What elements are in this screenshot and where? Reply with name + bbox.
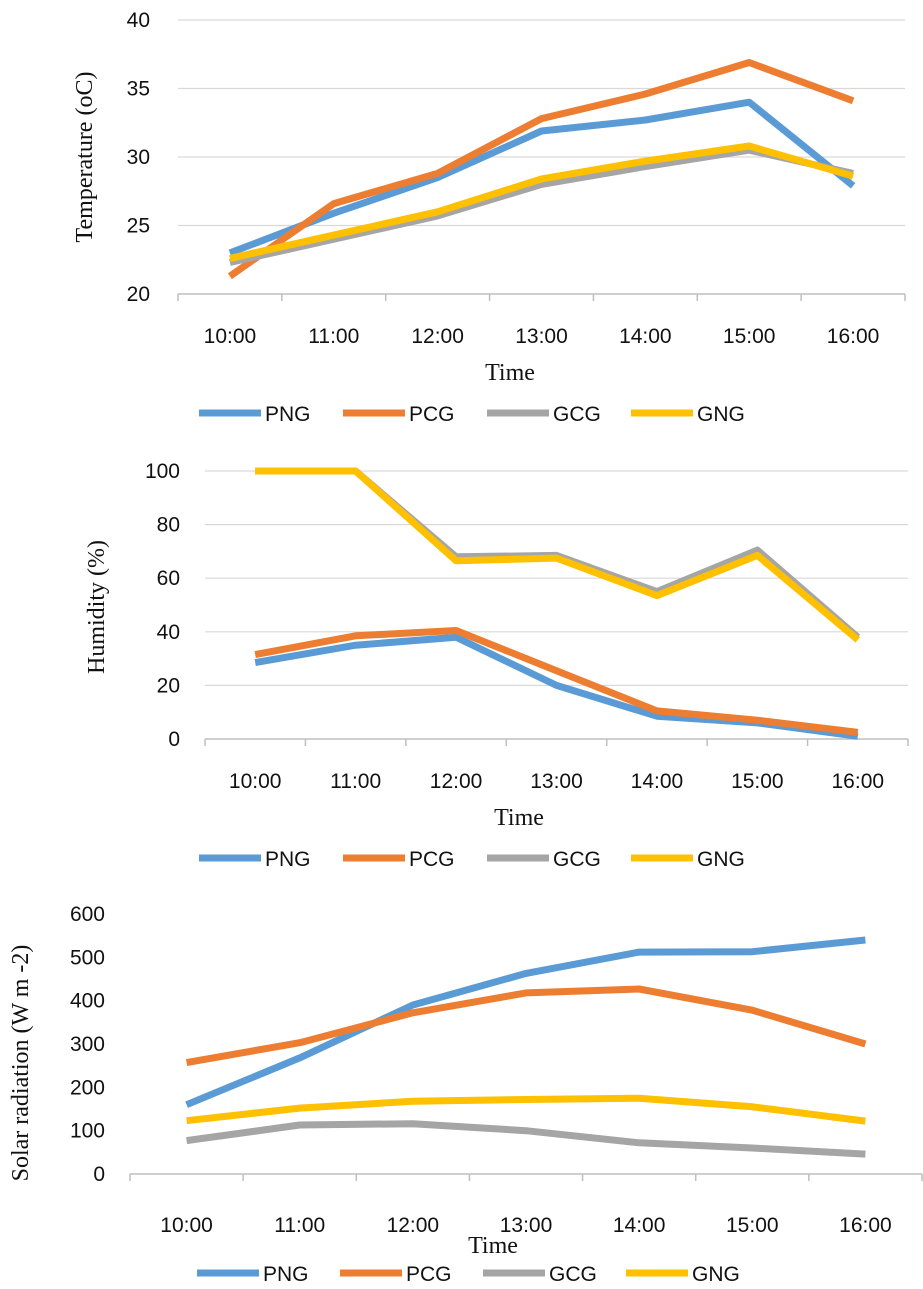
series-line-pcg — [227, 59, 855, 280]
series-line-png — [228, 98, 856, 257]
x-tick-label: 16:00 — [832, 770, 885, 793]
legend-label-png: PNG — [265, 403, 311, 426]
series-line-gcg — [186, 1120, 866, 1158]
legend-label-png: PNG — [265, 848, 311, 871]
x-tick-label: 13:00 — [500, 1214, 553, 1237]
y-tick-label: 100 — [145, 460, 180, 483]
x-tick-label: 10:00 — [160, 1214, 213, 1237]
series-line-gcg — [229, 146, 854, 266]
chart-2: 0 20 40 60 80 100 10:00 11:00 12:00 13:00 14:00 15:… — [84, 460, 909, 871]
x-tick-label: 15:00 — [731, 770, 784, 793]
y-tick-label: 35 — [127, 78, 150, 101]
legend-label-gng: GNG — [697, 403, 745, 426]
x-tick-label: 11:00 — [308, 325, 359, 348]
legend-label-gng: GNG — [697, 848, 745, 871]
x-axis-title: Time — [494, 805, 544, 831]
x-tick-label: 15:00 — [723, 325, 776, 348]
legend-label-pcg: PCG — [406, 1263, 452, 1286]
x-tick-label: 12:00 — [411, 325, 464, 348]
y-tick-label: 200 — [70, 1076, 105, 1099]
series-line-gng — [186, 1094, 866, 1125]
x-tick-label: 12:00 — [430, 770, 483, 793]
y-tick-label: 60 — [157, 567, 180, 590]
legend-label-gcg: GCG — [549, 1263, 597, 1286]
x-tick-label: 16:00 — [839, 1214, 892, 1237]
x-axis-title: Time — [485, 360, 535, 386]
legend-label-gcg: GCG — [553, 848, 601, 871]
legend-label-gcg: GCG — [553, 403, 601, 426]
y-tick-label: 0 — [168, 728, 180, 751]
y-tick-label: 30 — [127, 146, 150, 169]
y-tick-label: 500 — [70, 946, 105, 969]
x-tick-label: 14:00 — [631, 770, 684, 793]
x-tick-label: 13:00 — [530, 770, 583, 793]
x-tick-label: 16:00 — [827, 325, 880, 348]
y-axis-title: Solar radiation (W m -2) — [8, 945, 34, 1182]
series-line-gng — [229, 142, 855, 262]
x-tick-label: 10:00 — [229, 770, 282, 793]
y-axis-title: Humidity (%) — [84, 540, 110, 674]
legend-label-png: PNG — [263, 1263, 309, 1286]
x-tick-label: 14:00 — [613, 1214, 666, 1237]
y-tick-label: 300 — [70, 1033, 105, 1056]
y-tick-label: 0 — [93, 1163, 105, 1186]
legend-label-pcg: PCG — [409, 848, 455, 871]
chart-1: 20 25 30 35 40 10:00 11:00 12:00 13:00 14:00 15:00… — [72, 9, 906, 426]
y-tick-label: 20 — [127, 283, 150, 306]
y-tick-label: 25 — [127, 215, 150, 238]
y-tick-label: 100 — [70, 1120, 105, 1143]
x-tick-label: 12:00 — [387, 1214, 440, 1237]
x-tick-label: 11:00 — [330, 770, 381, 793]
x-tick-label: 13:00 — [515, 325, 568, 348]
x-axis-title: Time — [468, 1233, 518, 1259]
y-axis-title: Temperature (oC) — [72, 72, 98, 243]
y-tick-label: 40 — [127, 9, 150, 32]
series-line-gcg — [255, 467, 861, 640]
x-tick-label: 11:00 — [274, 1214, 325, 1237]
legend-label-gng: GNG — [692, 1263, 740, 1286]
series-line-pcg — [185, 985, 867, 1067]
chart-3: 0 100 200 300 400 500 600 10:00 11:00 12:00 13:00 1… — [8, 903, 923, 1286]
x-tick-label: 15:00 — [726, 1214, 779, 1237]
legend-label-pcg: PCG — [409, 403, 455, 426]
y-tick-label: 80 — [157, 514, 180, 537]
y-tick-label: 400 — [70, 990, 105, 1013]
x-tick-label: 10:00 — [204, 325, 257, 348]
series-line-png — [185, 936, 866, 1108]
series-line-pcg — [254, 627, 859, 736]
y-tick-label: 40 — [157, 621, 180, 644]
y-tick-label: 600 — [70, 903, 105, 926]
x-tick-label: 14:00 — [619, 325, 672, 348]
y-tick-label: 20 — [157, 674, 180, 697]
